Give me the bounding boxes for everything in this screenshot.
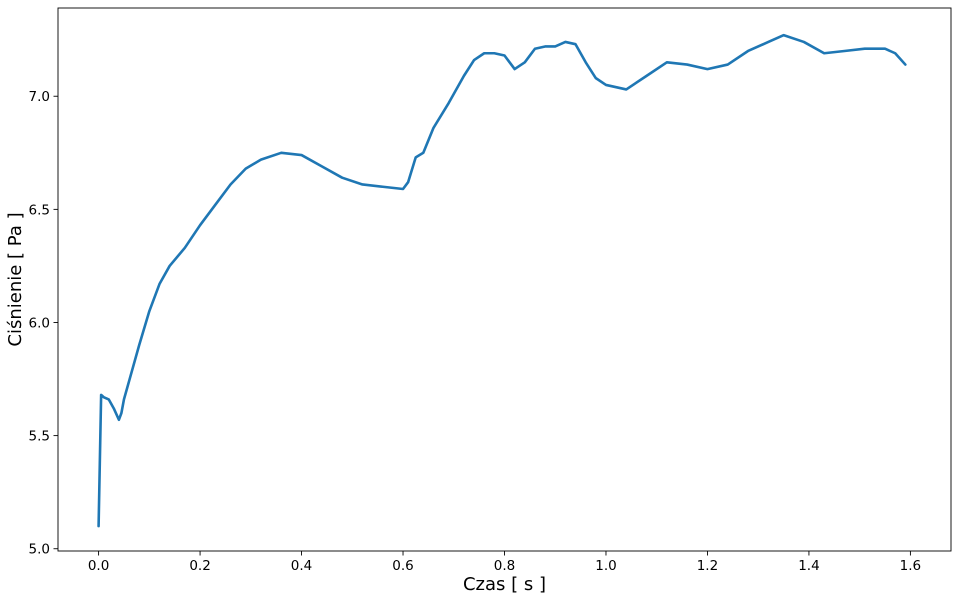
x-tick-label: 1.4 <box>798 558 819 574</box>
x-tick-label: 1.6 <box>900 558 921 574</box>
y-axis-label: Ciśnienie [ Pa ] <box>5 212 26 346</box>
y-tick-label: 6.0 <box>29 315 50 331</box>
y-tick-label: 5.5 <box>29 429 50 445</box>
x-tick-label: 0.2 <box>189 558 210 574</box>
x-tick-label: 1.0 <box>595 558 616 574</box>
x-tick-label: 0.0 <box>88 558 109 574</box>
x-tick-label: 0.4 <box>291 558 312 574</box>
x-axis-ticks: 0.0 0.2 0.4 0.6 0.8 1.0 1.2 1.4 1.6 <box>88 551 921 574</box>
plot-frame <box>57 7 952 552</box>
y-tick-label: 5.0 <box>29 542 50 558</box>
x-tick-label: 1.2 <box>697 558 718 574</box>
y-axis-ticks: 5.0 5.5 6.0 6.5 7.0 <box>29 89 58 558</box>
series-line <box>97 33 907 528</box>
y-tick-label: 7.0 <box>29 89 50 105</box>
plot-area <box>58 8 951 551</box>
x-tick-label: 0.8 <box>494 558 515 574</box>
y-tick-label: 6.5 <box>29 202 50 218</box>
x-axis-label: Czas [ s ] <box>463 574 546 595</box>
x-tick-label: 0.6 <box>392 558 413 574</box>
